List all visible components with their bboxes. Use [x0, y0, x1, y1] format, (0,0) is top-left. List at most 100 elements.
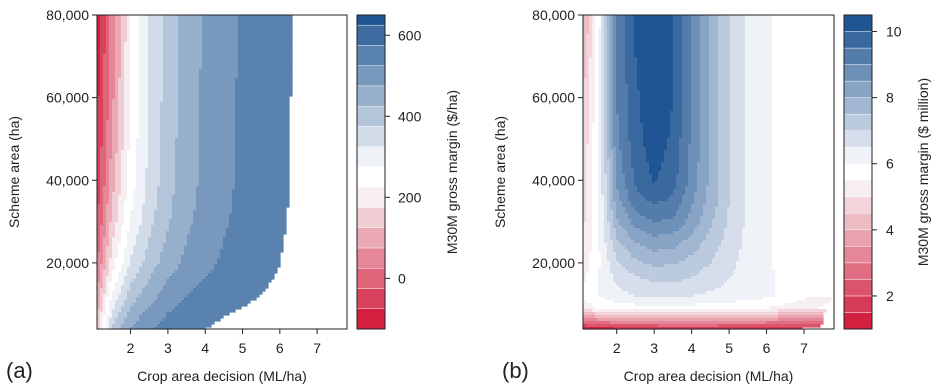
contour-cell [592, 186, 599, 190]
contour-cell [97, 144, 104, 148]
contour-cell [709, 66, 719, 70]
contour-cell [130, 57, 140, 61]
contour-cell [583, 123, 590, 127]
contour-cell [589, 126, 593, 130]
contour-cell [178, 54, 203, 58]
contour-cell [691, 204, 704, 208]
contour-cell [118, 315, 128, 319]
contour-cell [691, 60, 701, 64]
contour-cell [583, 21, 590, 25]
contour-cell [709, 264, 737, 268]
contour-cell [586, 300, 614, 304]
colorbar-label: M30M gross margin ($/ha) [444, 90, 460, 254]
contour-cell [130, 33, 140, 37]
contour-cell [610, 228, 617, 232]
contour-cell [208, 273, 275, 277]
contour-cell [100, 198, 104, 202]
contour-cell [130, 45, 140, 49]
contour-cell [136, 321, 161, 325]
contour-cell [103, 69, 110, 73]
contour-cell [595, 99, 599, 103]
contour-cell [139, 33, 149, 37]
contour-cell [610, 159, 614, 163]
contour-cell [601, 21, 605, 25]
contour-cell [628, 270, 701, 274]
contour-cell [127, 186, 137, 190]
contour-cell [112, 129, 119, 133]
contour-cell [106, 126, 113, 130]
contour-cell [124, 93, 131, 97]
contour-cell [199, 69, 239, 73]
contour-cell [613, 222, 620, 226]
contour-cell [736, 300, 797, 304]
contour-cell [154, 210, 173, 214]
contour-cell [778, 315, 824, 319]
contour-cell [586, 201, 593, 205]
contour-cell [598, 201, 605, 205]
contour-cell [97, 267, 101, 271]
contour-cell [100, 246, 104, 250]
contour-cell [103, 57, 110, 61]
contour-cell [724, 231, 743, 235]
contour-cell [178, 63, 203, 67]
contour-cell [625, 57, 638, 61]
contour-cell [676, 177, 689, 181]
contour-cell [643, 141, 668, 145]
contour-cell [148, 57, 164, 61]
contour-cell [148, 99, 164, 103]
contour-cell [235, 183, 290, 187]
contour-cell [136, 276, 152, 280]
contour-cell [148, 63, 164, 67]
contour-cell [127, 237, 137, 241]
contour-cell [625, 21, 635, 25]
contour-cell [604, 21, 608, 25]
contour-cell [772, 21, 812, 25]
contour-cell [97, 312, 101, 316]
contour-cell [718, 120, 731, 124]
contour-cell [640, 99, 674, 103]
contour-cell [157, 189, 176, 193]
contour-cell [637, 75, 674, 79]
contour-cell [727, 210, 746, 214]
contour-cell [178, 72, 200, 76]
contour-cell [607, 252, 617, 256]
contour-cell [625, 30, 635, 34]
contour-cell [163, 96, 179, 100]
contour-cell [613, 36, 617, 40]
contour-cell [232, 201, 290, 205]
contour-cell [583, 219, 587, 223]
contour-cell [103, 207, 107, 211]
contour-cell [709, 159, 719, 163]
contour-cell [613, 45, 617, 49]
contour-cell [130, 72, 140, 76]
contour-cell [745, 192, 773, 196]
contour-cell [745, 222, 773, 226]
contour-cell [130, 210, 143, 214]
contour-cell [745, 135, 773, 139]
contour-cell [109, 84, 116, 88]
contour-cell [670, 111, 683, 115]
contour-cell [772, 141, 812, 145]
contour-cell [148, 54, 164, 58]
contour-cell [598, 180, 602, 184]
contour-cell [229, 225, 287, 229]
contour-cell [199, 105, 236, 109]
contour-cell [700, 141, 710, 145]
contour-cell [730, 90, 746, 94]
contour-cell [682, 117, 692, 121]
contour-cell [739, 255, 773, 259]
contour-cell [730, 168, 746, 172]
y-tick-label: 20,000 [46, 255, 89, 271]
contour-cell [160, 162, 176, 166]
contour-cell [628, 198, 647, 202]
contour-cell [625, 186, 638, 190]
contour-cell [634, 51, 674, 55]
contour-cell [121, 327, 131, 330]
contour-cell [235, 168, 290, 172]
contour-cell [130, 123, 140, 127]
contour-cell [610, 78, 614, 82]
contour-cell [106, 213, 113, 217]
contour-cell [631, 255, 689, 259]
contour-cell [691, 15, 701, 19]
contour-cell [118, 279, 125, 283]
